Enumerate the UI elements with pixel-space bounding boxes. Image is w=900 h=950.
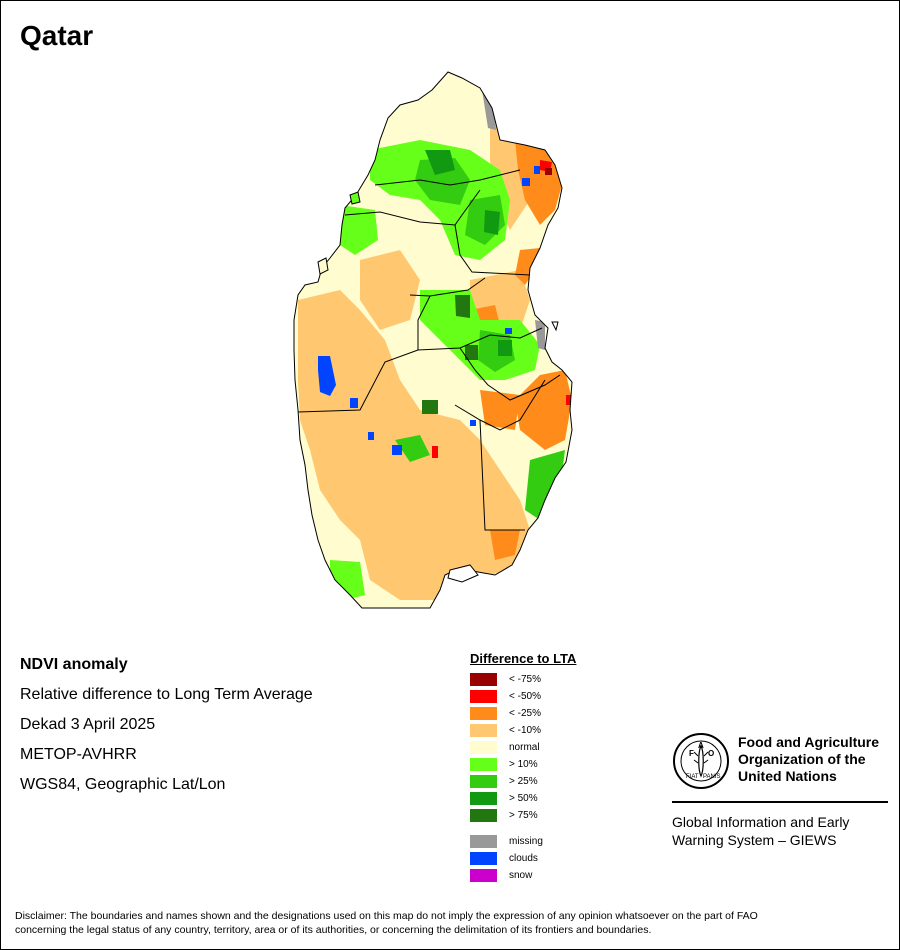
- fao-name: Food and Agriculture Organization of the…: [738, 734, 898, 785]
- legend-swatch: [470, 758, 497, 771]
- legend-label: < -25%: [509, 708, 541, 719]
- svg-text:A: A: [698, 741, 704, 750]
- legend-label: < -10%: [509, 725, 541, 736]
- legend-swatch: [470, 673, 497, 686]
- legend-label: missing: [509, 836, 543, 847]
- legend-swatch: [470, 809, 497, 822]
- legend-swatch: [470, 724, 497, 737]
- disclaimer-line2: concerning the legal status of any count…: [15, 924, 652, 936]
- legend-title: Difference to LTA: [470, 651, 577, 666]
- legend-swatch: [470, 792, 497, 805]
- legend-swatch: [470, 835, 497, 848]
- svg-text:FIAT: FIAT: [686, 774, 699, 780]
- disclaimer-line1: Disclaimer: The boundaries and names sho…: [15, 910, 758, 922]
- fao-name-line2: Organization of the: [738, 751, 866, 767]
- fao-logo-icon: F A O FIAT PANIS: [673, 733, 729, 789]
- map-info: NDVI anomaly Relative difference to Long…: [20, 656, 313, 806]
- legend-swatch: [470, 707, 497, 720]
- legend-label: normal: [509, 742, 540, 753]
- legend-swatch: [470, 869, 497, 882]
- fao-logo-text: F: [689, 749, 694, 758]
- legend-swatch: [470, 690, 497, 703]
- svg-text:O: O: [708, 749, 714, 758]
- product-period: Dekad 3 April 2025: [20, 716, 156, 733]
- legend-label: clouds: [509, 853, 538, 864]
- legend-label: > 25%: [509, 776, 538, 787]
- legend-label: > 10%: [509, 759, 538, 770]
- product-description: Relative difference to Long Term Average: [20, 686, 313, 703]
- anomaly-raster: [294, 72, 572, 608]
- svg-text:PANIS: PANIS: [703, 774, 721, 780]
- fao-name-line3: United Nations: [738, 768, 837, 784]
- disclaimer: Disclaimer: The boundaries and names sho…: [15, 909, 885, 937]
- legend-swatch: [470, 741, 497, 754]
- product-name: NDVI anomaly: [20, 656, 128, 673]
- divider: [672, 801, 888, 803]
- legend-label: > 75%: [509, 810, 538, 821]
- giews-line1: Global Information and Early: [672, 814, 850, 830]
- legend-label: > 50%: [509, 793, 538, 804]
- legend-label: snow: [509, 870, 533, 881]
- legend-label: < -50%: [509, 691, 541, 702]
- legend: Difference to LTA < -75% < -50% < -25% < -1…: [470, 651, 577, 882]
- fao-name-line1: Food and Agriculture: [738, 734, 880, 750]
- admin-boundaries: [297, 169, 561, 531]
- legend-swatch: [470, 775, 497, 788]
- map-title: Qatar: [20, 20, 94, 51]
- giews-name: Global Information and Early Warning Sys…: [672, 813, 888, 849]
- product-projection: WGS84, Geographic Lat/Lon: [20, 776, 226, 793]
- product-sensor: METOP-AVHRR: [20, 746, 137, 763]
- giews-line2: Warning System – GIEWS: [672, 832, 837, 848]
- legend-label: < -75%: [509, 674, 541, 685]
- ndvi-anomaly-map: [293, 71, 573, 609]
- legend-swatch: [470, 852, 497, 865]
